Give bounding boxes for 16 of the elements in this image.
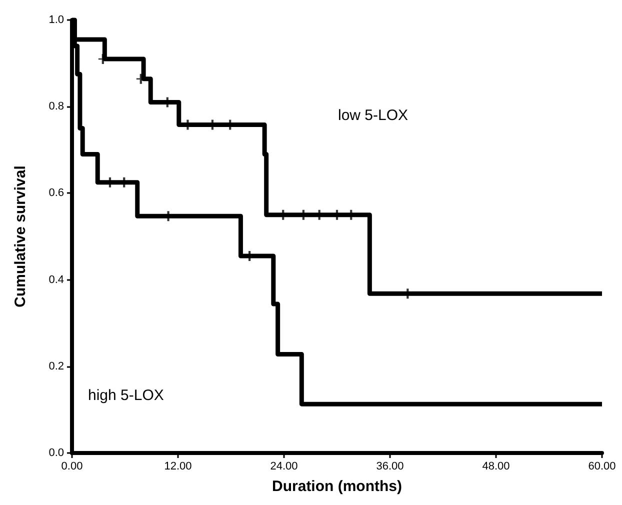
x-tick-label: 12.00: [164, 460, 192, 472]
y-tick-label: 0.2: [48, 360, 64, 372]
y-tick-label: 0.8: [48, 100, 64, 113]
annotation: high 5-LOX: [88, 387, 164, 404]
y-tick-label: 1.0: [48, 14, 64, 26]
y-tick-label: 0.0: [48, 447, 64, 459]
x-tick-label: 60.00: [588, 460, 616, 472]
x-tick-label: 24.00: [270, 460, 298, 472]
y-tick-label: 0.6: [48, 187, 64, 200]
x-axis-title: Duration (months): [272, 478, 402, 495]
x-tick-label: 36.00: [376, 460, 404, 472]
annotation: low 5-LOX: [338, 107, 408, 124]
x-tick-label: 0.00: [61, 460, 83, 472]
y-tick-label: 0.4: [48, 274, 64, 286]
y-axis-title: Cumulative survival: [12, 166, 29, 308]
x-tick-label: 48.00: [482, 460, 510, 472]
